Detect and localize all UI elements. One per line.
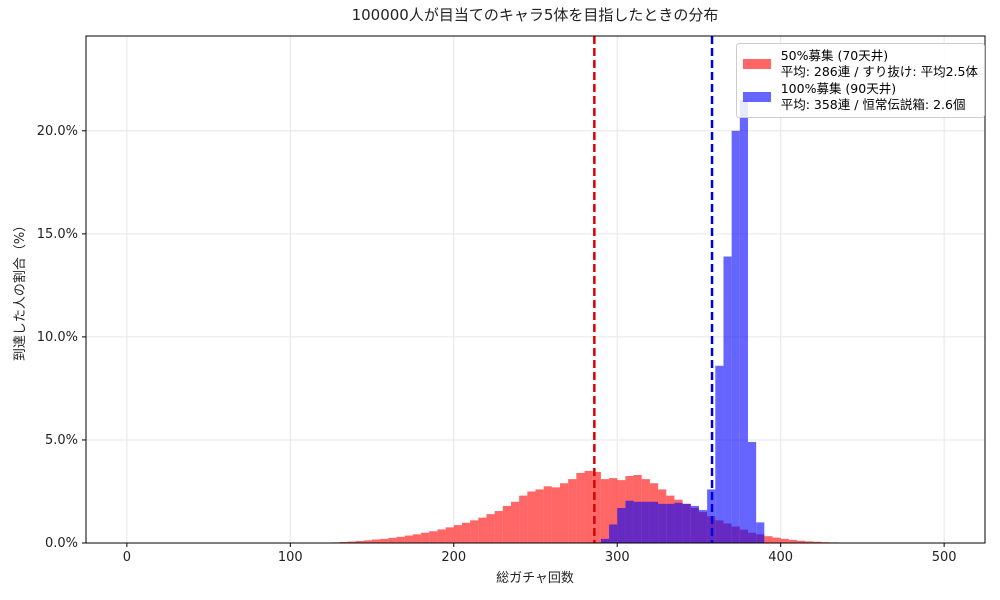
legend-swatch: [742, 92, 771, 102]
histogram-bar: [731, 130, 740, 543]
histogram-bar: [805, 541, 814, 543]
histogram-bar: [535, 489, 544, 543]
histogram-bar: [690, 505, 699, 543]
chart-title: 100000人が目当てのキャラ5体を目指したときの分布: [352, 6, 719, 24]
histogram-bar: [339, 541, 348, 543]
y-tick-label: 15.0%: [37, 227, 78, 242]
histogram-bar: [609, 524, 618, 543]
histogram-bar: [609, 478, 618, 543]
histogram-bar: [486, 514, 495, 543]
legend-label: 100%募集 (90天井) 平均: 358連 / 恒常伝説箱: 2.6個: [780, 81, 966, 112]
histogram-bar: [666, 503, 675, 543]
histogram-bar: [764, 536, 773, 543]
x-axis-label: 総ガチャ回数: [496, 571, 574, 586]
x-tick-label: 0: [123, 550, 131, 565]
histogram-bar: [674, 502, 683, 543]
x-tick-label: 300: [605, 550, 630, 565]
histogram-bar: [510, 501, 520, 543]
histogram-bar: [543, 486, 552, 543]
histogram-bar: [494, 511, 503, 543]
histogram-bar: [396, 536, 405, 543]
histogram-bar: [649, 501, 659, 543]
y-axis-label: 到達した人の割合（%）: [12, 219, 28, 361]
histogram-bar: [739, 99, 748, 543]
histogram-bar: [551, 487, 561, 543]
histogram-bar: [698, 510, 708, 543]
histogram-bar: [363, 540, 373, 543]
histogram-bar: [527, 491, 536, 543]
histogram-bar: [347, 541, 356, 543]
histogram-bar: [633, 501, 642, 543]
histogram-bar: [715, 365, 724, 543]
histogram-bar: [584, 470, 593, 543]
histogram-bar: [658, 503, 667, 543]
histogram-bar: [600, 479, 610, 543]
histogram-bar: [756, 522, 765, 543]
x-tick-label: 400: [768, 550, 793, 565]
histogram-bar: [592, 471, 601, 543]
histogram-bar: [445, 527, 454, 543]
histogram-bar: [380, 538, 389, 543]
y-tick-label: 20.0%: [37, 124, 78, 139]
histogram-bar: [412, 534, 422, 543]
histogram-bar: [388, 537, 397, 543]
histogram-bar: [478, 517, 487, 543]
y-tick-label: 0.0%: [45, 536, 78, 551]
legend: 50%募集 (70天井) 平均: 286連 / すり抜け: 平均2.5体 100%…: [735, 43, 985, 118]
histogram-bar: [519, 495, 528, 543]
legend-swatch: [742, 59, 771, 69]
histogram-bar: [813, 541, 822, 543]
histogram-bar: [747, 442, 757, 543]
histogram-bar: [797, 540, 806, 543]
y-tick-label: 5.0%: [45, 433, 78, 448]
histogram-bar: [453, 525, 462, 543]
histogram-bar: [772, 537, 781, 543]
histogram-bar: [617, 507, 626, 543]
legend-entry: 100%募集 (90天井) 平均: 358連 / 恒常伝説箱: 2.6個: [742, 81, 978, 113]
histogram-bar: [576, 472, 585, 543]
x-tick-label: 500: [932, 550, 957, 565]
histogram-bar: [641, 501, 650, 543]
plot-frame: [85, 35, 986, 544]
histogram-bar: [355, 540, 364, 543]
x-tick-label: 200: [441, 550, 466, 565]
histogram-bar: [625, 500, 634, 543]
histogram-bar: [461, 522, 471, 543]
histogram-bar: [560, 483, 569, 543]
histogram-bar: [429, 531, 438, 543]
histogram-bar: [568, 479, 577, 543]
histogram-bar: [780, 538, 789, 543]
histogram-bar: [682, 503, 691, 543]
histogram-bar: [421, 532, 430, 543]
histogram-bar: [502, 505, 511, 543]
histogram-bar: [372, 539, 381, 543]
histogram-bar: [437, 529, 446, 543]
x-tick-label: 100: [278, 550, 303, 565]
histogram-bar: [788, 539, 798, 543]
histogram-bar: [600, 538, 610, 543]
y-tick-label: 10.0%: [37, 330, 78, 345]
legend-entry: 50%募集 (70天井) 平均: 286連 / すり抜け: 平均2.5体: [742, 48, 978, 80]
legend-label: 50%募集 (70天井) 平均: 286連 / すり抜け: 平均2.5体: [780, 48, 978, 79]
histogram-bar: [723, 256, 732, 543]
histogram-bar: [404, 535, 413, 543]
histogram-bar: [470, 520, 479, 543]
